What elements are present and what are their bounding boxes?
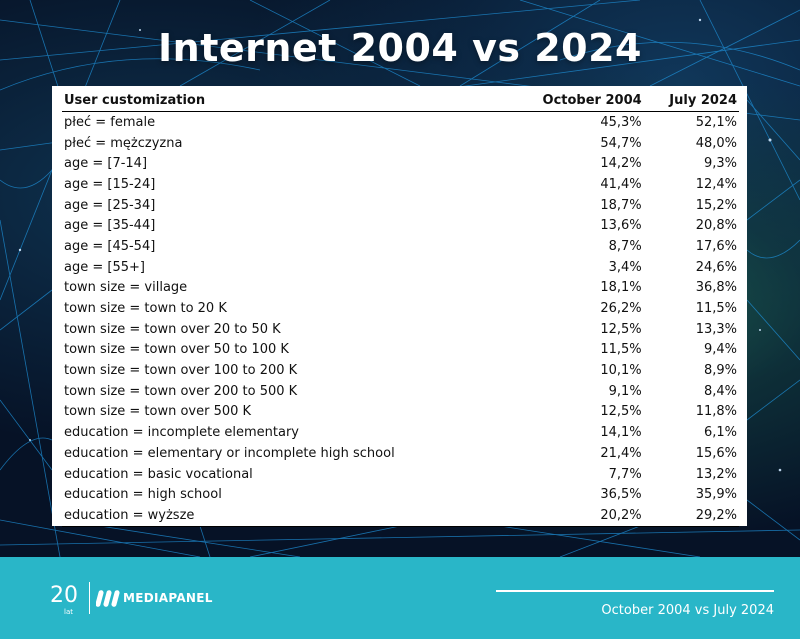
value-2004: 12,5% [600, 404, 642, 420]
footer-bar: 20 lat MEDIAPANEL October 2004 vs July 2… [0, 557, 800, 639]
value-2004: 13,6% [600, 218, 642, 234]
row-label: age = [35-44] [64, 218, 156, 234]
row-label: education = wyższe [62, 505, 507, 527]
value-2004: 12,5% [600, 321, 642, 337]
footer-divider-line [496, 590, 774, 592]
row-label: town size = town over 200 to 500 K [64, 383, 298, 399]
row-label: education = elementary or incomplete hig… [64, 445, 395, 461]
value-2004: 7,7% [608, 466, 642, 482]
value-2024: 35,9% [695, 487, 737, 503]
value-2024: 17,6% [695, 238, 737, 254]
table-row: education = incomplete elementary 14,1% 6,… [62, 422, 739, 443]
table-header-row: User customization October 2004 July 202… [62, 89, 739, 112]
network-lines-graphic [0, 0, 800, 557]
footer-caption: October 2004 vs July 2024 [601, 603, 774, 618]
mediapanel-logo-icon [96, 590, 120, 607]
table-row: town size = village 18,1% 36,8% [62, 278, 739, 299]
table-row: age = [7-14] 14,2% 9,3% [62, 153, 739, 174]
value-2024: 15,6% [695, 445, 737, 461]
value-2024: 8,9% [703, 363, 737, 379]
table-row: age = [35-44] 13,6% 20,8% [62, 215, 739, 236]
value-2004: 18,1% [600, 280, 642, 296]
table-row: age = [15-24] 41,4% 12,4% [62, 174, 739, 195]
table-row: town size = town over 100 to 200 K 10,1% 8… [62, 360, 739, 381]
value-2004: 9,1% [608, 383, 642, 399]
value-2004: 21,4% [600, 445, 642, 461]
table-row: age = [45-54] 8,7% 17,6% [62, 236, 739, 257]
row-label: education = high school [64, 487, 222, 503]
value-2024: 9,3% [703, 156, 737, 172]
value-2004: 10,1% [600, 363, 642, 379]
value-2004: 26,2% [600, 301, 642, 317]
value-2024: 24,6% [695, 259, 737, 275]
row-label: age = [45-54] [64, 238, 156, 254]
value-2024: 9,4% [703, 342, 737, 358]
table-row: education = high school 36,5% 35,9% [62, 484, 739, 505]
row-label: town size = town over 500 K [64, 404, 252, 420]
value-2024: 36,8% [695, 280, 737, 296]
data-table-card: User customization October 2004 July 202… [52, 86, 747, 527]
table-row: town size = town over 200 to 500 K 9,1% 8,… [62, 381, 739, 402]
table-row: town size = town over 20 to 50 K 12,5% 13,… [62, 319, 739, 340]
value-2004: 20,2% [506, 505, 644, 527]
column-header-october-2004: October 2004 [506, 89, 644, 112]
value-2004: 54,7% [600, 135, 642, 151]
value-2024: 15,2% [695, 197, 737, 213]
value-2024: 48,0% [695, 135, 737, 151]
row-label: age = [25-34] [64, 197, 156, 213]
table-row: town size = town over 500 K 12,5% 11,8% [62, 402, 739, 423]
value-2004: 14,2% [600, 156, 642, 172]
logo-divider [89, 582, 90, 614]
table-row: town size = town over 50 to 100 K 11,5% 9,… [62, 340, 739, 361]
table-row: płeć = mężczyzna 54,7% 48,0% [62, 133, 739, 154]
row-label: town size = town over 50 to 100 K [64, 342, 289, 358]
value-2004: 36,5% [600, 487, 642, 503]
column-header-customization: User customization [62, 89, 507, 112]
value-2004: 41,4% [600, 176, 642, 192]
row-label: płeć = mężczyzna [64, 135, 183, 151]
row-label: town size = town to 20 K [64, 301, 227, 317]
row-label: age = [7-14] [64, 156, 148, 172]
value-2004: 45,3% [600, 114, 642, 130]
value-2024: 11,5% [695, 301, 737, 317]
table-row: płeć = female 45,3% 52,1% [62, 112, 739, 133]
value-2024: 52,1% [695, 114, 737, 130]
value-2004: 18,7% [600, 197, 642, 213]
row-label: town size = town over 100 to 200 K [64, 363, 298, 379]
page-title: Internet 2004 vs 2024 [158, 26, 642, 70]
row-label: education = incomplete elementary [64, 425, 299, 441]
value-2004: 14,1% [600, 425, 642, 441]
value-2024: 12,4% [695, 176, 737, 192]
value-2024: 20,8% [695, 218, 737, 234]
row-label: education = basic vocational [64, 466, 253, 482]
logo-anniversary-sub: lat [64, 608, 73, 616]
table-row: town size = town to 20 K 26,2% 11,5% [62, 298, 739, 319]
column-header-july-2024: July 2024 [643, 89, 739, 112]
value-2024: 8,4% [703, 383, 737, 399]
row-label: płeć = female [64, 114, 156, 130]
brand-name: MEDIAPANEL [123, 591, 213, 605]
value-2024: 11,8% [695, 404, 737, 420]
value-2004: 3,4% [608, 259, 642, 275]
value-2024: 6,1% [703, 425, 737, 441]
table-row: education = elementary or incomplete hig… [62, 443, 739, 464]
value-2024: 13,2% [695, 466, 737, 482]
value-2024: 29,2% [643, 505, 739, 527]
data-table: User customization October 2004 July 202… [62, 89, 739, 527]
logo-anniversary-number: 20 [50, 583, 78, 608]
row-label: town size = village [64, 280, 188, 296]
table-row: age = [25-34] 18,7% 15,2% [62, 195, 739, 216]
row-label: age = [55+] [64, 259, 145, 275]
value-2004: 8,7% [608, 238, 642, 254]
row-label: age = [15-24] [64, 176, 156, 192]
row-label: town size = town over 20 to 50 K [64, 321, 281, 337]
table-row: age = [55+] 3,4% 24,6% [62, 257, 739, 278]
value-2024: 13,3% [695, 321, 737, 337]
value-2004: 11,5% [600, 342, 642, 358]
table-row: education = wyższe 20,2% 29,2% [62, 505, 739, 527]
table-row: education = basic vocational 7,7% 13,2% [62, 464, 739, 485]
